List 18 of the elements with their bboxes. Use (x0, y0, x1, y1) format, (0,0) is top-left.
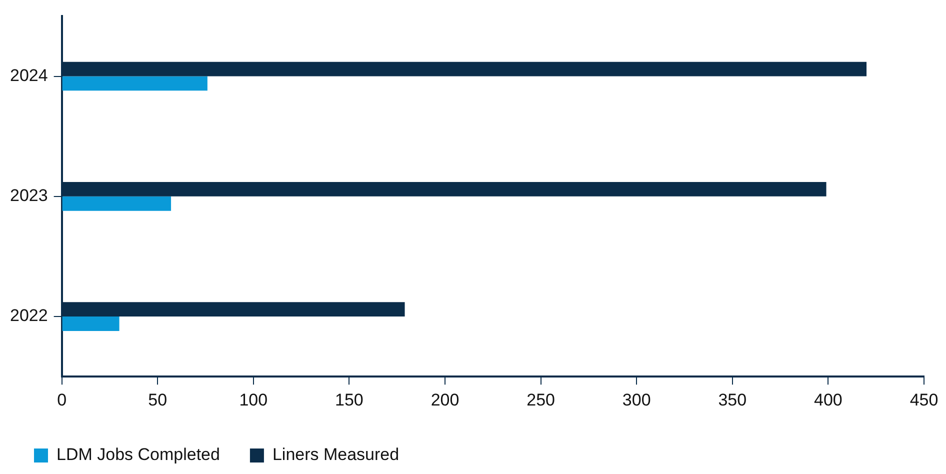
bar (62, 76, 208, 91)
legend-label: LDM Jobs Completed (56, 445, 220, 464)
x-tick-label: 150 (335, 390, 364, 410)
x-tick-label: 450 (910, 390, 938, 410)
y-tick-label: 2024 (10, 66, 48, 85)
x-tick-label: 0 (57, 390, 67, 410)
legend-label: Liners Measured (272, 445, 400, 464)
y-tick-label: 2022 (10, 306, 48, 326)
x-tick-label: 300 (622, 390, 651, 410)
x-tick-label: 100 (239, 390, 268, 410)
y-tick-label: 2023 (10, 186, 48, 206)
x-tick-label: 250 (526, 390, 555, 410)
bar (62, 196, 172, 211)
x-tick-label: 50 (148, 390, 168, 410)
bar (62, 316, 120, 331)
x-tick-label: 200 (430, 390, 460, 410)
x-tick-label: 400 (814, 390, 842, 410)
x-tick-label: 350 (718, 390, 747, 410)
